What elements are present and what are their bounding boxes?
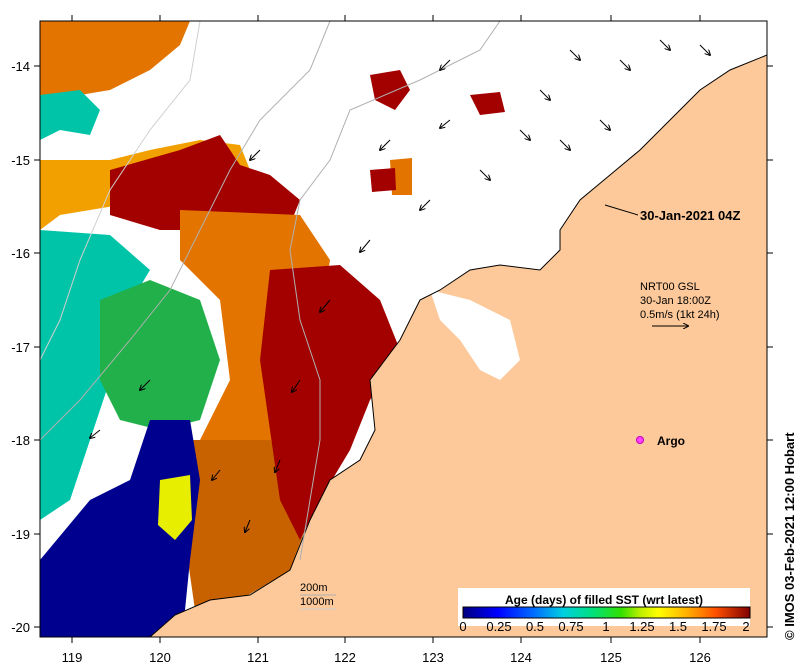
colorbar-tick-1: 1 — [602, 619, 609, 634]
x-tick-120: 120 — [149, 650, 171, 665]
current-legend-line3: 0.5m/s (1kt 24h) — [640, 309, 719, 321]
age-zone-darkred-band — [110, 135, 300, 230]
colorbar: Age (days) of filled SST (wrt latest) 0 … — [458, 588, 751, 634]
y-tick-18: -18 — [11, 433, 30, 448]
contour-200m — [289, 21, 501, 561]
current-legend-line1: NRT00 GSL — [640, 281, 700, 293]
colorbar-tick-0-5: 0.5 — [526, 619, 544, 634]
age-zone-darkred-north-patch-2 — [470, 92, 505, 115]
contour-200m-label: 200m — [300, 582, 328, 594]
coastal-gulf — [430, 290, 520, 380]
y-axis: -14 -15 -16 -17 -18 -19 -20 — [11, 59, 773, 635]
age-zone-darkorange-south — [185, 440, 305, 610]
plot-frame — [39, 20, 768, 638]
colorbar-tick-2: 2 — [742, 619, 749, 634]
colorbar-tick-0-25: 0.25 — [486, 619, 511, 634]
x-axis: 119 120 121 122 123 124 125 126 — [62, 15, 711, 665]
contour-1000m — [40, 21, 331, 441]
current-legend-line2: 30-Jan 18:00Z — [640, 295, 711, 307]
age-zone-darkred-north-patch — [370, 70, 410, 110]
map-plot — [40, 21, 767, 637]
colorbar-title: Age (days) of filled SST (wrt latest) — [505, 593, 703, 607]
x-tick-121: 121 — [247, 650, 269, 665]
colorbar-gradient — [462, 606, 751, 619]
colorbar-tick-0: 0 — [459, 619, 466, 634]
y-tick-15: -15 — [11, 153, 30, 168]
colorbar-tick-1-75: 1.75 — [701, 619, 726, 634]
argo-float-marker — [636, 436, 644, 444]
y-tick-14: -14 — [11, 59, 30, 74]
credit-text: IMOS 03-Feb-2021 12:00 Hobart — [782, 432, 797, 627]
coastline — [149, 54, 767, 637]
x-tick-119: 119 — [62, 650, 83, 665]
argo-label: Argo — [657, 434, 685, 448]
x-tick-124: 124 — [510, 650, 532, 665]
colorbar-tick-1-25: 1.25 — [629, 619, 654, 634]
timestamp-label: 30-Jan-2021 04Z — [640, 208, 741, 223]
age-zone-yellow-patch — [158, 475, 192, 540]
contour-1000m-label: 1000m — [300, 596, 334, 608]
x-tick-126: 126 — [689, 650, 711, 665]
y-tick-16: -16 — [11, 246, 30, 261]
y-tick-20: -20 — [11, 620, 30, 635]
x-tick-123: 123 — [422, 650, 444, 665]
contour-deep — [40, 21, 201, 361]
copyright-icon: © — [782, 626, 797, 640]
age-zone-darkred-coast — [260, 265, 400, 540]
colorbar-tick-1-5: 1.5 — [669, 619, 687, 634]
credit-label: © IMOS 03-Feb-2021 12:00 Hobart — [782, 432, 797, 640]
age-zone-navy-south — [40, 420, 200, 637]
y-tick-19: -19 — [11, 527, 30, 542]
timestamp-leader — [604, 204, 639, 216]
current-vectors — [90, 39, 710, 532]
colorbar-tick-0-75: 0.75 — [558, 619, 583, 634]
x-tick-122: 122 — [334, 650, 356, 665]
y-tick-17: -17 — [11, 340, 30, 355]
age-zone-darkred-patch-east — [370, 168, 396, 192]
age-zone-green-central — [100, 280, 220, 430]
x-tick-125: 125 — [600, 650, 622, 665]
age-zone-teal-north — [40, 90, 100, 140]
